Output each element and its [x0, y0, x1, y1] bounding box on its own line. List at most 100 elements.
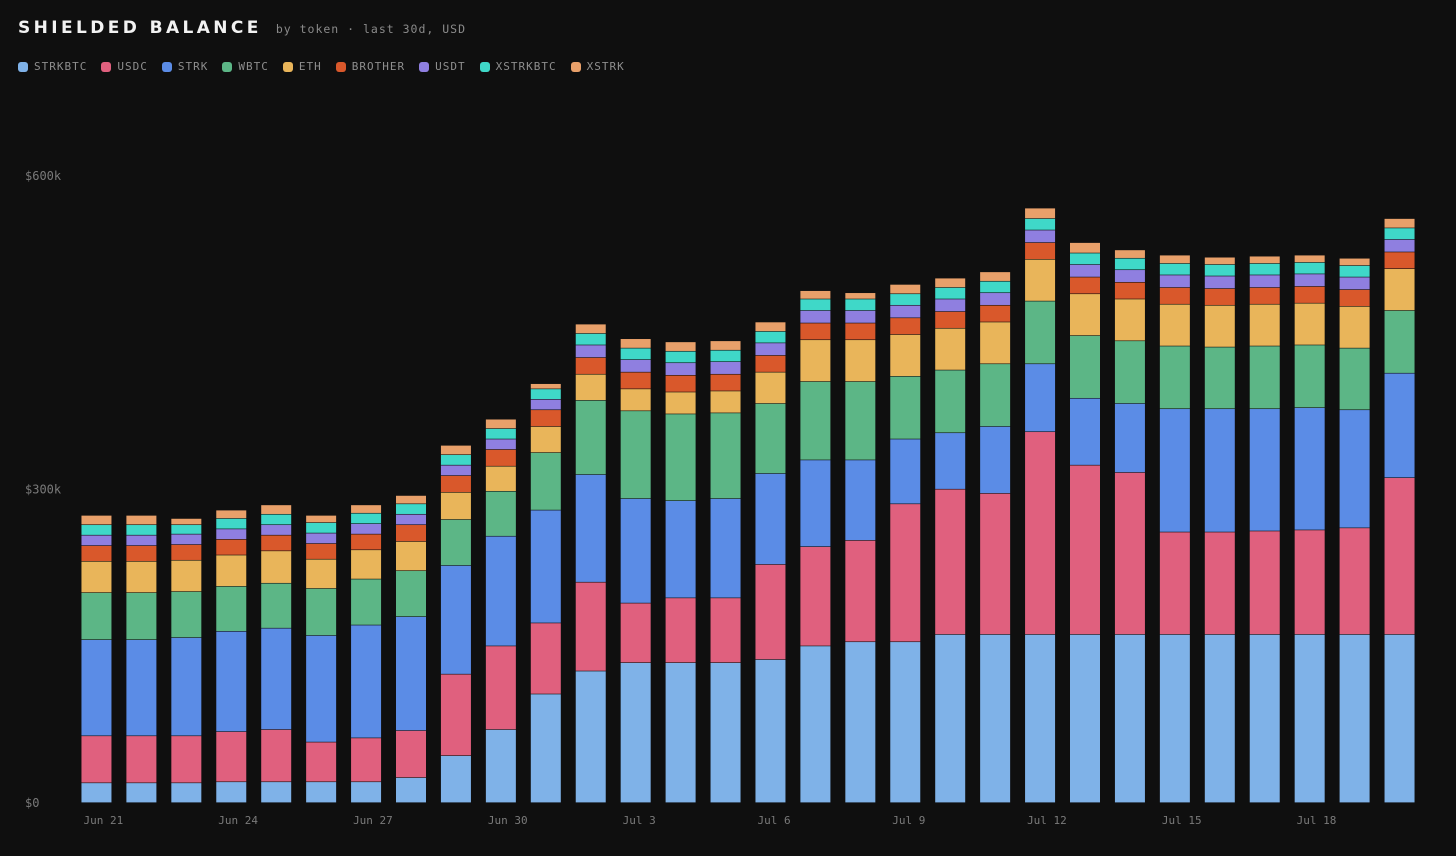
bar-segment-brother[interactable] [440, 475, 471, 493]
bar-segment-brother[interactable] [1339, 289, 1370, 307]
bar-segment-usdc[interactable] [1384, 478, 1415, 635]
bar-segment-strkbtc[interactable] [935, 634, 966, 803]
bar-segment-strk[interactable] [351, 625, 382, 738]
bar-segment-strkbtc[interactable] [1204, 634, 1235, 803]
bar-segment-usdc[interactable] [216, 731, 247, 782]
bar-segment-usdt[interactable] [171, 534, 202, 545]
bar-segment-xstrk[interactable] [845, 293, 876, 299]
bar-stack[interactable] [1159, 255, 1190, 803]
bar-segment-xstrk[interactable] [530, 383, 561, 389]
bar-stack[interactable] [710, 341, 741, 803]
bar-segment-xstrkbtc[interactable] [1204, 264, 1235, 276]
bar-segment-eth[interactable] [800, 340, 831, 382]
bar-segment-eth[interactable] [1294, 303, 1325, 345]
bar-segment-eth[interactable] [1070, 294, 1100, 336]
bar-segment-usdc[interactable] [126, 736, 157, 783]
bar-stack[interactable] [126, 515, 157, 803]
bar-segment-usdt[interactable] [1249, 275, 1280, 288]
bar-segment-usdc[interactable] [845, 540, 876, 642]
bar-segment-strk[interactable] [665, 500, 696, 598]
bar-segment-xstrkbtc[interactable] [126, 525, 157, 535]
bar-segment-wbtc[interactable] [1294, 345, 1325, 408]
bar-segment-xstrkbtc[interactable] [1339, 265, 1370, 277]
bar-segment-wbtc[interactable] [261, 583, 292, 628]
bar-segment-strk[interactable] [1294, 407, 1325, 530]
bar-segment-xstrk[interactable] [171, 518, 202, 525]
bar-segment-usdt[interactable] [1159, 275, 1190, 288]
bar-segment-eth[interactable] [980, 322, 1011, 364]
bar-segment-eth[interactable] [1114, 299, 1145, 341]
bar-stack[interactable] [575, 324, 606, 803]
bar-segment-usdt[interactable] [665, 363, 696, 375]
bar-segment-wbtc[interactable] [710, 413, 741, 499]
bar-segment-strkbtc[interactable] [1159, 634, 1190, 803]
bar-segment-usdc[interactable] [1114, 472, 1145, 635]
bar-segment-usdt[interactable] [710, 362, 741, 374]
bar-segment-xstrkbtc[interactable] [845, 299, 876, 311]
bar-segment-eth[interactable] [81, 561, 112, 593]
bar-segment-strkbtc[interactable] [306, 782, 337, 803]
bar-segment-wbtc[interactable] [396, 571, 426, 617]
bar-segment-brother[interactable] [1294, 286, 1325, 303]
bar-segment-wbtc[interactable] [1025, 301, 1056, 364]
legend-item-eth[interactable]: ETH [282, 60, 322, 73]
legend-item-usdt[interactable]: USDT [419, 60, 466, 73]
bar-segment-usdt[interactable] [1384, 239, 1415, 252]
bar-segment-usdc[interactable] [81, 736, 112, 783]
bar-segment-xstrkbtc[interactable] [755, 331, 786, 343]
bar-stack[interactable] [665, 342, 696, 803]
bar-segment-eth[interactable] [890, 334, 921, 377]
bar-segment-xstrk[interactable] [1339, 258, 1370, 266]
bar-segment-usdc[interactable] [800, 546, 831, 646]
bar-segment-wbtc[interactable] [575, 400, 606, 475]
bar-segment-xstrkbtc[interactable] [1249, 263, 1280, 275]
bar-stack[interactable] [1070, 242, 1100, 803]
bar-segment-wbtc[interactable] [530, 452, 561, 510]
bar-segment-usdc[interactable] [171, 736, 202, 783]
bar-segment-strkbtc[interactable] [845, 642, 876, 803]
bar-segment-usdt[interactable] [306, 533, 337, 544]
bar-segment-usdc[interactable] [440, 674, 471, 756]
bar-stack[interactable] [1249, 256, 1280, 803]
bar-segment-brother[interactable] [1070, 277, 1100, 294]
bar-segment-strk[interactable] [306, 635, 337, 742]
bar-segment-usdc[interactable] [351, 738, 382, 782]
bar-segment-usdt[interactable] [396, 514, 426, 525]
bar-segment-wbtc[interactable] [800, 381, 831, 460]
bar-segment-eth[interactable] [1159, 304, 1190, 346]
bar-segment-strk[interactable] [171, 637, 202, 736]
bar-segment-brother[interactable] [171, 544, 202, 560]
bar-segment-eth[interactable] [396, 541, 426, 571]
bar-segment-strk[interactable] [845, 460, 876, 541]
bar-segment-xstrk[interactable] [81, 515, 112, 525]
bar-segment-strkbtc[interactable] [710, 662, 741, 803]
bar-segment-wbtc[interactable] [351, 579, 382, 625]
bar-segment-xstrkbtc[interactable] [1114, 258, 1145, 270]
bar-segment-xstrkbtc[interactable] [1025, 218, 1056, 230]
bar-segment-usdt[interactable] [1025, 230, 1056, 243]
bar-segment-xstrkbtc[interactable] [1294, 262, 1325, 274]
bar-segment-xstrkbtc[interactable] [575, 333, 606, 345]
bar-segment-xstrk[interactable] [1249, 256, 1280, 264]
bar-segment-usdc[interactable] [1070, 465, 1100, 635]
bar-segment-xstrkbtc[interactable] [665, 351, 696, 363]
bar-segment-xstrkbtc[interactable] [306, 522, 337, 533]
bar-segment-wbtc[interactable] [171, 591, 202, 638]
bar-segment-strkbtc[interactable] [440, 755, 471, 803]
bar-segment-strkbtc[interactable] [755, 659, 786, 803]
bar-segment-usdt[interactable] [755, 343, 786, 356]
bar-segment-eth[interactable] [216, 555, 247, 587]
bar-segment-usdt[interactable] [216, 529, 247, 540]
bar-segment-brother[interactable] [1025, 242, 1056, 259]
legend-item-strkbtc[interactable]: STRKBTC [18, 60, 87, 73]
bar-segment-usdc[interactable] [530, 623, 561, 694]
bar-segment-xstrk[interactable] [1294, 255, 1325, 263]
bar-stack[interactable] [890, 284, 921, 803]
bar-segment-xstrkbtc[interactable] [1070, 253, 1100, 265]
bar-segment-xstrkbtc[interactable] [1159, 263, 1190, 275]
bar-segment-strkbtc[interactable] [81, 783, 112, 803]
bar-segment-eth[interactable] [126, 561, 157, 593]
bar-segment-strk[interactable] [1204, 409, 1235, 532]
bar-stack[interactable] [1384, 218, 1415, 803]
bar-segment-usdt[interactable] [261, 525, 292, 535]
